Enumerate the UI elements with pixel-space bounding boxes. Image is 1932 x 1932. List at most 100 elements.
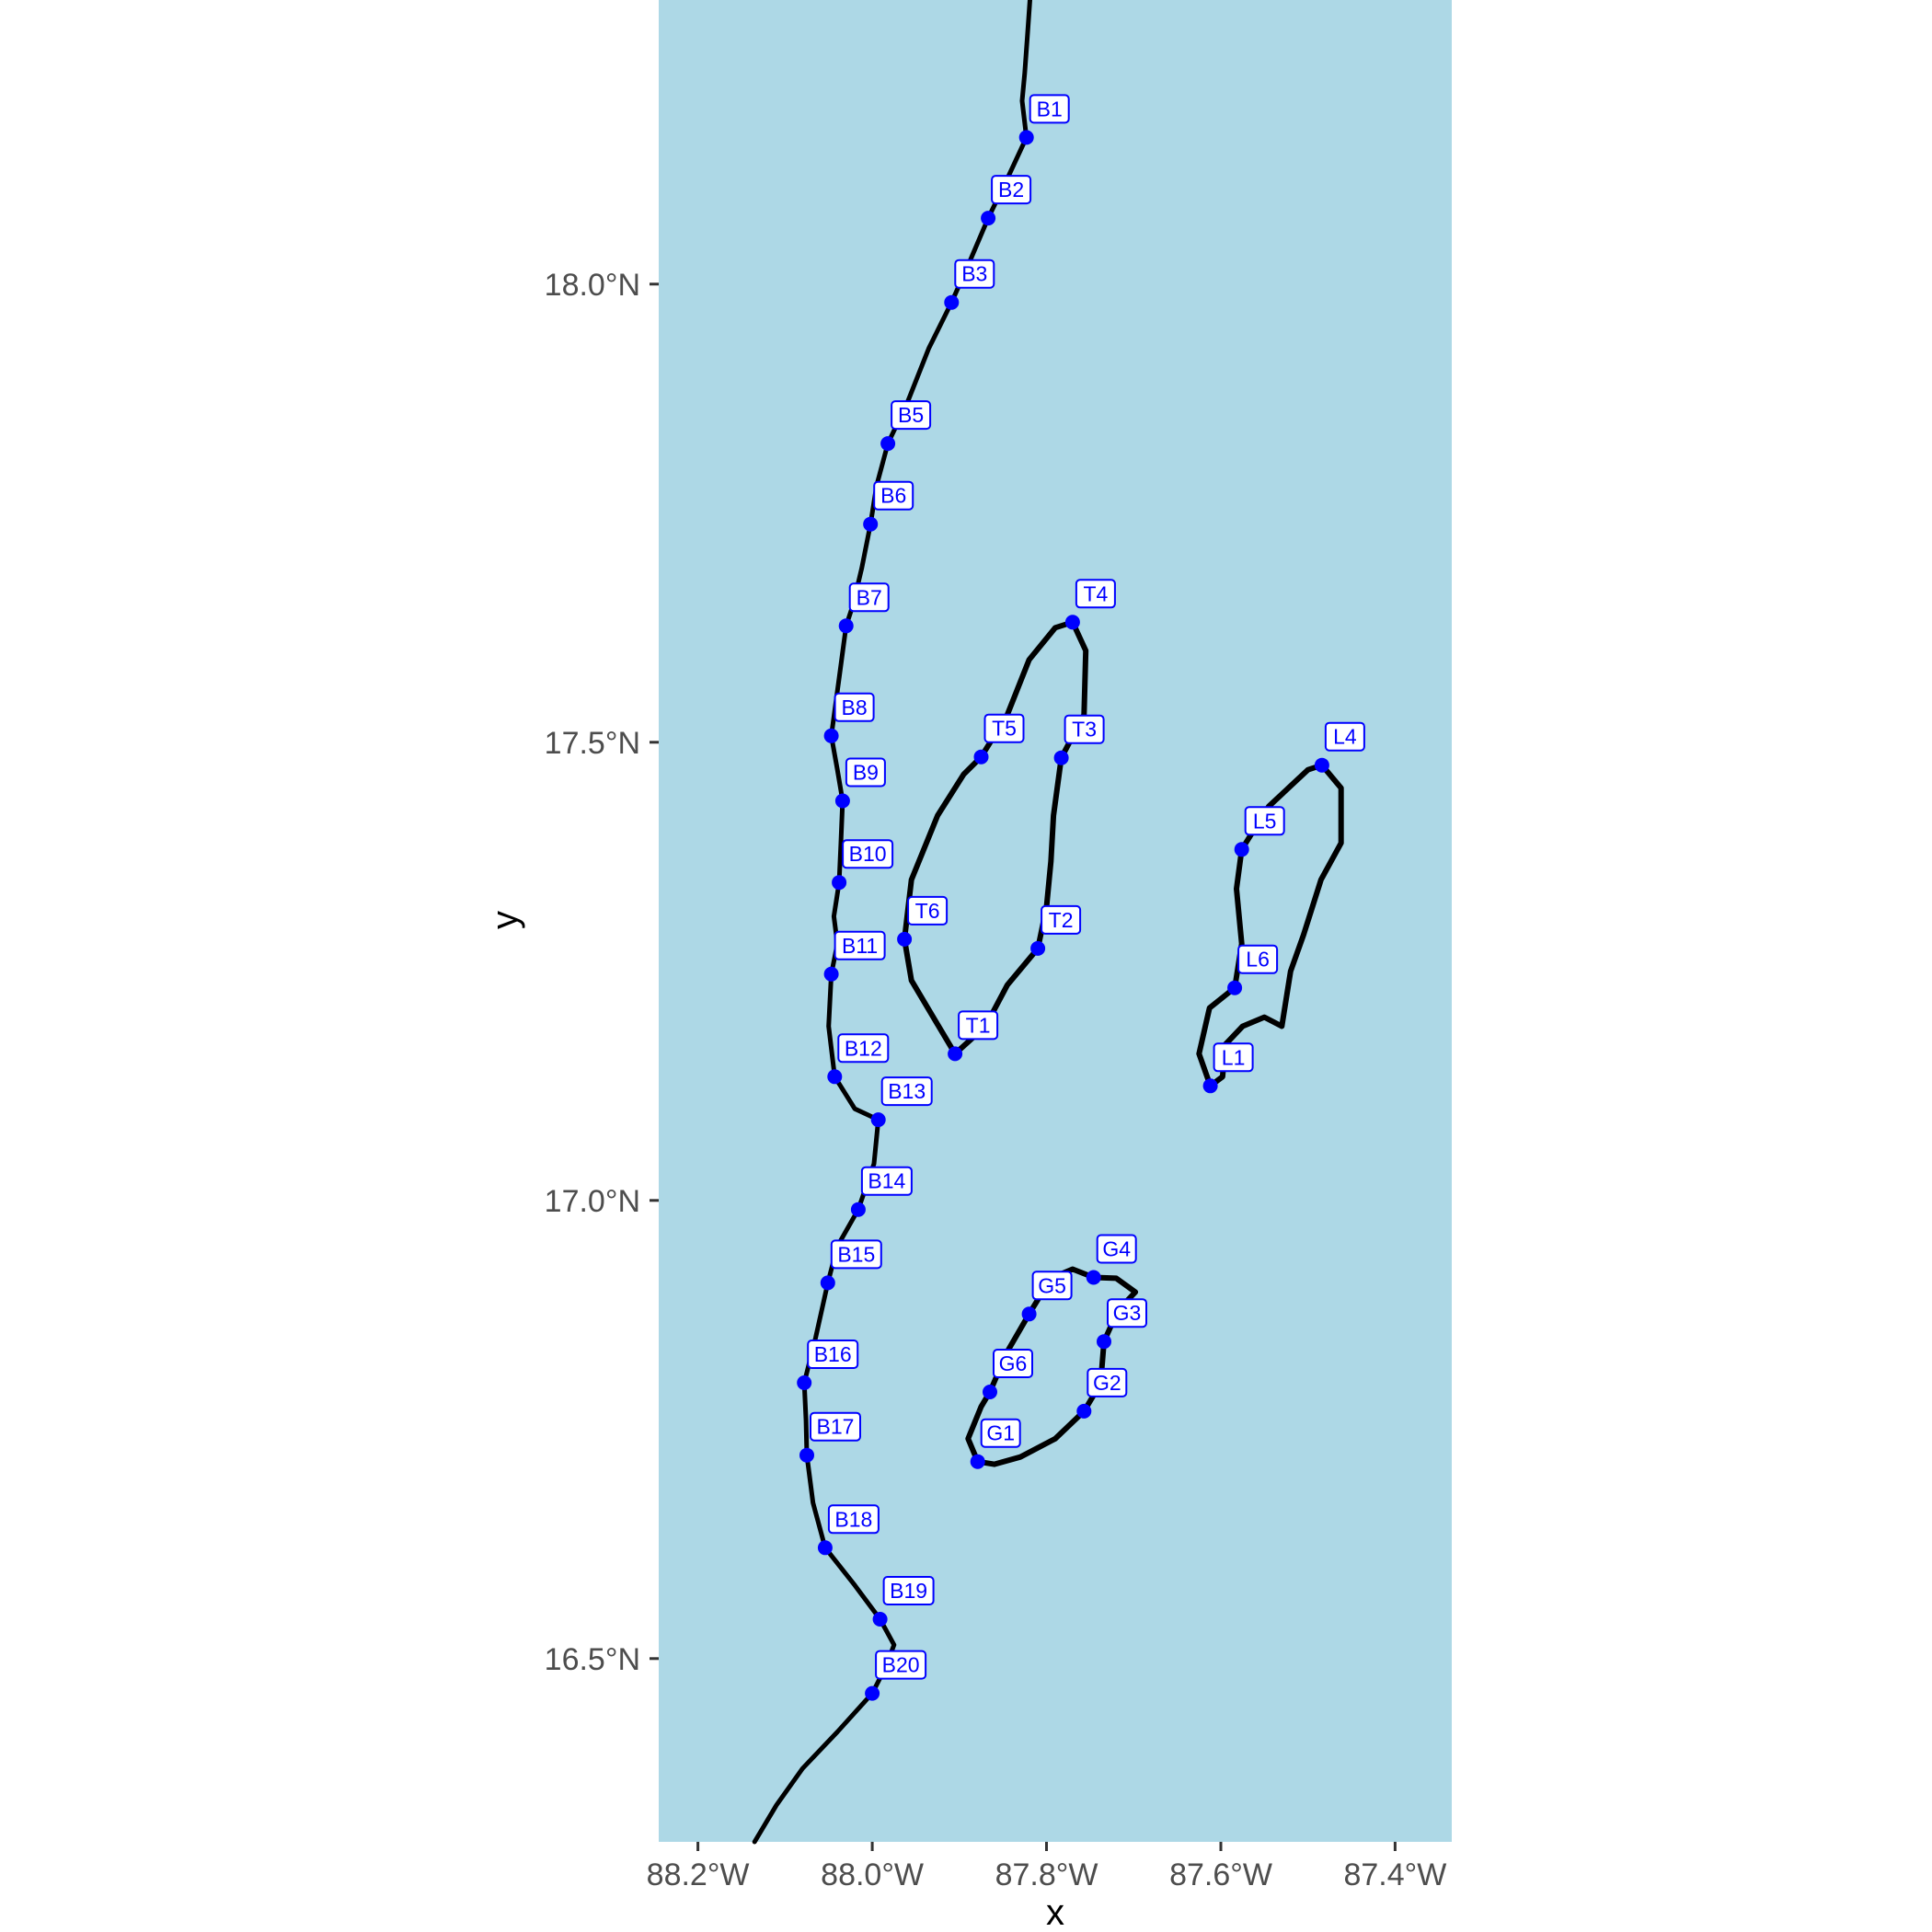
label-text: T2 [1049, 908, 1074, 932]
station-point-b10 [832, 875, 847, 891]
label-box [834, 692, 875, 722]
station-point-b20 [865, 1685, 880, 1701]
label-text: G3 [1113, 1301, 1142, 1325]
label-box [1096, 1234, 1137, 1264]
label-box [1087, 1367, 1128, 1397]
label-box [860, 1166, 913, 1196]
station-point-g5 [1021, 1306, 1037, 1322]
station-point-b9 [834, 793, 850, 809]
x-axis-title: x [1046, 1892, 1064, 1932]
label-text: B14 [868, 1169, 905, 1193]
station-label-l4: L4 [1324, 721, 1365, 752]
station-label-t6: T6 [907, 895, 949, 926]
station-point-b1 [1018, 130, 1034, 145]
station-point-b12 [827, 1069, 843, 1085]
x-tick-label: 87.4°W [1343, 1857, 1446, 1892]
label-text: T1 [966, 1013, 991, 1037]
label-text: L1 [1222, 1045, 1246, 1069]
station-label-g6: G6 [993, 1349, 1033, 1378]
label-text: B19 [890, 1579, 927, 1603]
station-point-g3 [1097, 1334, 1111, 1350]
station-point-b5 [880, 436, 896, 452]
label-text: B5 [898, 403, 924, 427]
label-text: B18 [834, 1507, 872, 1531]
label-box [834, 930, 886, 960]
station-point-g2 [1076, 1403, 1092, 1419]
label-box [1029, 94, 1070, 124]
label-box [993, 1349, 1033, 1378]
label-text: B7 [857, 585, 882, 609]
x-axis: 88.2°W 88.0°W 87.8°W 87.6°W 87.4°W [647, 1842, 1446, 1892]
station-label-b11: B11 [834, 930, 886, 960]
x-tick-label: 87.6°W [1169, 1857, 1272, 1892]
station-label-b13: B13 [880, 1076, 933, 1107]
label-text: B8 [842, 696, 868, 719]
label-box [1213, 1042, 1254, 1073]
station-label-b5: B5 [891, 400, 932, 431]
station-label-t4: T4 [1075, 579, 1116, 609]
label-box [1041, 904, 1082, 935]
station-point-t3 [1053, 750, 1069, 765]
label-box [880, 1076, 933, 1107]
station-point-b19 [872, 1612, 888, 1627]
x-tick-label: 88.2°W [647, 1857, 750, 1892]
label-box [907, 895, 949, 926]
label-box [873, 480, 914, 511]
station-label-g3: G3 [1107, 1298, 1147, 1328]
label-text: B17 [817, 1415, 855, 1439]
label-box [1031, 1271, 1073, 1301]
station-label-b16: B16 [807, 1340, 859, 1369]
station-points-layer [797, 130, 1329, 1701]
station-point-t5 [973, 749, 989, 765]
label-box [842, 839, 894, 869]
station-point-g6 [983, 1385, 997, 1399]
label-box [845, 757, 886, 788]
y-tick-label: 17.0°N [545, 1184, 640, 1219]
label-box [891, 400, 932, 431]
label-box [848, 582, 890, 613]
station-label-b10: B10 [842, 839, 894, 869]
label-box [1237, 944, 1279, 974]
label-box [827, 1504, 880, 1535]
label-box [830, 1239, 882, 1270]
station-point-t2 [1030, 940, 1046, 956]
label-box [983, 713, 1025, 743]
station-point-b17 [799, 1447, 814, 1463]
label-text: G1 [986, 1421, 1015, 1445]
station-point-b8 [823, 728, 839, 743]
station-label-g4: G4 [1096, 1234, 1137, 1264]
station-label-b3: B3 [954, 259, 995, 289]
label-box [1064, 714, 1105, 744]
label-box [882, 1576, 935, 1605]
label-text: L5 [1253, 809, 1277, 833]
station-point-l1 [1202, 1078, 1218, 1094]
label-box [810, 1411, 861, 1442]
label-text: L6 [1246, 948, 1270, 972]
label-text: B3 [961, 262, 987, 286]
y-tick-label: 17.5°N [545, 726, 640, 761]
label-box [837, 1033, 890, 1064]
station-label-t1: T1 [958, 1010, 999, 1041]
label-text: B12 [845, 1036, 882, 1060]
station-point-l4 [1314, 757, 1329, 773]
station-point-t6 [897, 931, 913, 947]
station-point-b18 [817, 1540, 833, 1556]
station-label-g5: G5 [1031, 1271, 1073, 1301]
label-box [958, 1010, 999, 1041]
label-box [1107, 1298, 1147, 1328]
station-label-b12: B12 [837, 1033, 890, 1064]
label-text: B2 [998, 178, 1024, 201]
station-point-b11 [823, 966, 839, 982]
station-label-b19: B19 [882, 1576, 935, 1605]
station-label-b18: B18 [827, 1504, 880, 1535]
label-text: G2 [1093, 1371, 1121, 1395]
station-point-g4 [1086, 1270, 1101, 1285]
station-label-b17: B17 [810, 1411, 861, 1442]
island-outline-lighthouse [1196, 762, 1344, 1089]
station-label-g1: G1 [980, 1418, 1021, 1448]
station-point-b15 [820, 1275, 835, 1291]
label-text: T4 [1083, 581, 1108, 605]
label-text: G4 [1102, 1237, 1131, 1261]
